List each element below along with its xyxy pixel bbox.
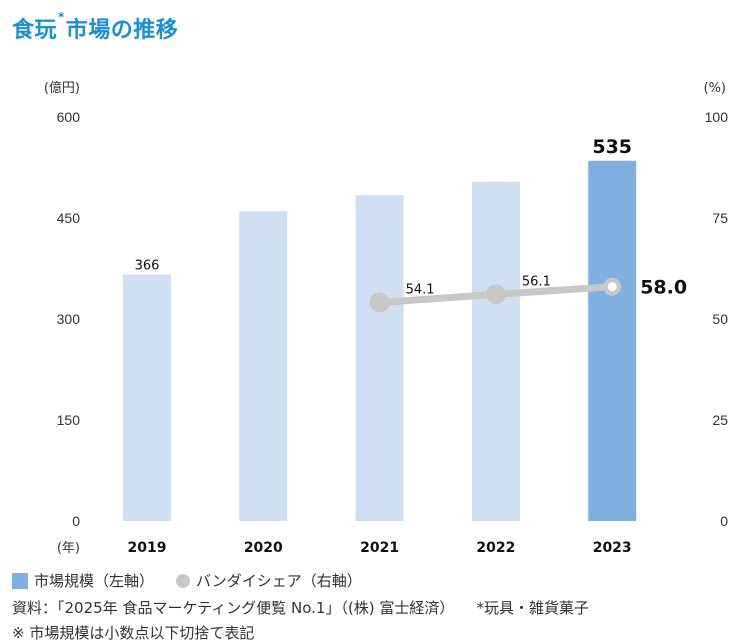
left-axis-tick: 150 bbox=[57, 412, 81, 428]
footnote-text: *玩具・雑貨菓子 bbox=[476, 599, 589, 617]
share-value-label: 56.1 bbox=[522, 274, 551, 289]
share-value-label: 54.1 bbox=[406, 282, 435, 297]
x-axis-tick: 2023 bbox=[593, 540, 632, 556]
right-axis-unit: (%) bbox=[704, 81, 727, 96]
x-axis-tick: 2022 bbox=[476, 540, 515, 556]
left-axis-tick: 300 bbox=[57, 311, 81, 327]
left-axis-tick: 600 bbox=[57, 109, 81, 125]
right-axis-tick: 25 bbox=[712, 412, 728, 428]
left-axis-tick: 450 bbox=[57, 210, 81, 226]
x-axis-unit: (年) bbox=[57, 541, 80, 556]
share-point-2022 bbox=[485, 284, 506, 305]
left-axis-tick: 0 bbox=[72, 513, 80, 529]
bar-2019 bbox=[123, 274, 171, 521]
title-text-rest: 市場の推移 bbox=[65, 18, 179, 43]
share-value-label: 58.0 bbox=[640, 277, 687, 299]
left-axis-unit: (億円) bbox=[44, 80, 80, 96]
chart-title: 食玩*市場の推移 bbox=[12, 10, 179, 44]
bar-value-label: 366 bbox=[135, 259, 160, 274]
legend-bar-label: 市場規模（左軸） bbox=[34, 572, 155, 590]
bar-2020 bbox=[239, 211, 288, 521]
right-axis-tick: 50 bbox=[712, 311, 728, 327]
legend-line-dot-icon bbox=[176, 573, 191, 588]
source-text: 資料：「2025年 食品マーケティング便覧 No.1」（(株) 富士経済） bbox=[12, 599, 455, 617]
legend-bar-swatch-icon bbox=[12, 572, 28, 589]
right-axis: (%) 0 25 50 75 100 bbox=[704, 81, 729, 529]
right-axis-tick: 100 bbox=[705, 109, 729, 125]
bar-2023 bbox=[588, 160, 637, 521]
line-series: 54.1 56.1 58.0 bbox=[369, 274, 687, 313]
bar-series: 366 535 bbox=[123, 136, 637, 521]
right-axis-tick: 75 bbox=[712, 210, 728, 226]
legend-line-label: バンダイシェア（右軸） bbox=[196, 572, 362, 590]
title-text-main: 食玩 bbox=[12, 18, 58, 43]
bar-2022 bbox=[471, 181, 520, 521]
bar-2021 bbox=[355, 195, 404, 521]
chart-area: (億円) 0 150 300 450 600 (%) 0 25 50 75 100 366 535 5… bbox=[44, 80, 729, 556]
share-point-2021 bbox=[369, 292, 390, 313]
x-axis-tick: 2020 bbox=[244, 540, 283, 556]
legend: 市場規模（左軸） バンダイシェア（右軸） bbox=[12, 570, 362, 591]
x-axis-tick: 2019 bbox=[128, 540, 167, 556]
share-point-inner bbox=[607, 282, 617, 292]
title-footnote-marker: * bbox=[58, 10, 65, 24]
source-note: 資料：「2025年 食品マーケティング便覧 No.1」（(株) 富士経済） *玩具… bbox=[12, 597, 589, 618]
right-axis-tick: 0 bbox=[720, 513, 728, 529]
x-axis: (年) 2019 2020 2021 2022 2023 bbox=[57, 540, 632, 556]
bar-value-label: 535 bbox=[592, 136, 632, 158]
left-axis: (億円) 0 150 300 450 600 bbox=[44, 80, 80, 529]
x-axis-tick: 2021 bbox=[360, 540, 399, 556]
remark-note: ※ 市場規模は小数点以下切捨て表記 bbox=[12, 624, 255, 642]
